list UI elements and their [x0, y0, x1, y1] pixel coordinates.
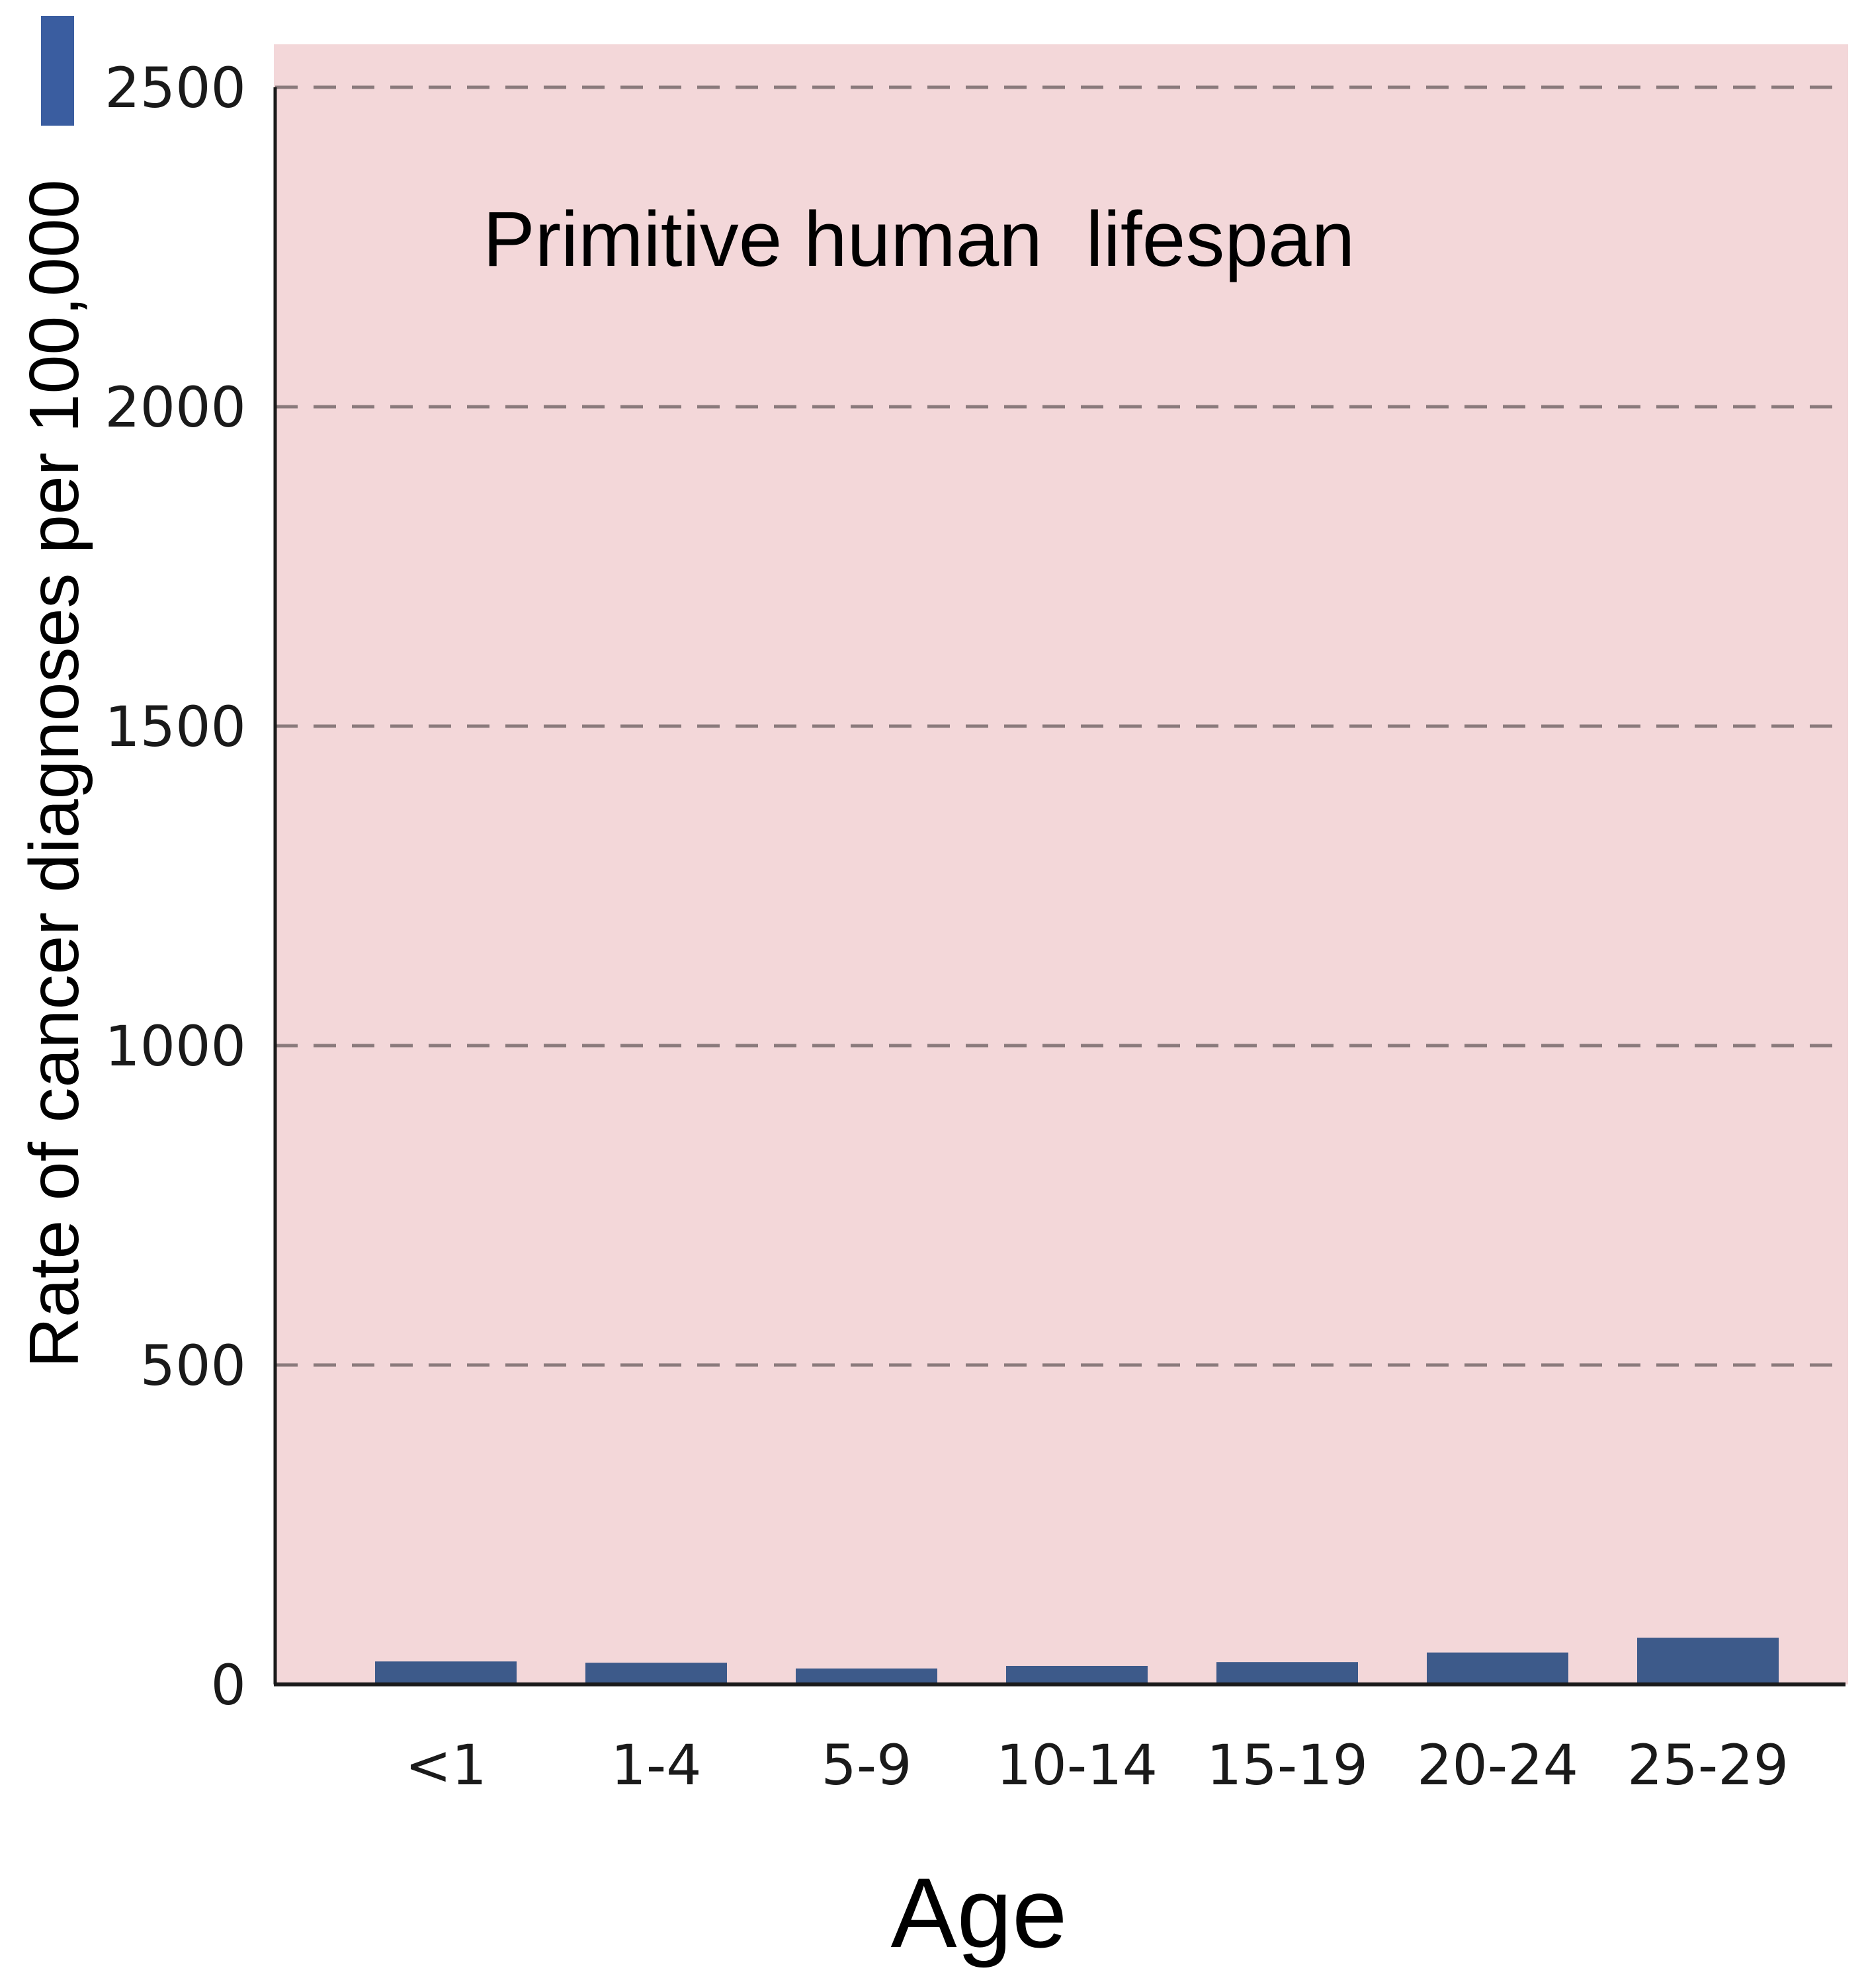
bar [796, 1668, 937, 1684]
y-tick-label: 1500 [105, 694, 246, 759]
chart-annotation: Primitive human lifespan [483, 196, 1355, 283]
legend-swatch [41, 16, 74, 126]
x-tick-label: 5-9 [821, 1733, 912, 1798]
bar [585, 1663, 727, 1684]
y-tick-label: 500 [140, 1333, 246, 1398]
bars [375, 1637, 1779, 1684]
bar [1427, 1652, 1568, 1684]
x-axis-title: Age [891, 1857, 1068, 1968]
gridlines [275, 85, 1845, 1367]
x-tick-label: 20-24 [1417, 1733, 1578, 1798]
x-tick-label: 1-4 [611, 1733, 701, 1798]
y-tick-labels: 0 500 1000 1500 2000 2500 [105, 56, 246, 1718]
plot-background [274, 44, 1848, 1684]
y-tick-label: 1000 [105, 1014, 246, 1079]
x-tick-label: 25-29 [1627, 1733, 1789, 1798]
x-tick-labels: <1 1-4 5-9 10-14 15-19 20-24 25-29 [405, 1733, 1789, 1798]
x-tick-label: 10-14 [996, 1733, 1158, 1798]
bar [1637, 1637, 1779, 1684]
x-tick-label: <1 [405, 1733, 487, 1798]
y-tick-label: 2000 [105, 375, 246, 440]
bar [1006, 1665, 1148, 1684]
y-tick-label: 0 [211, 1653, 246, 1718]
x-tick-label: 15-19 [1207, 1733, 1368, 1798]
bar [375, 1661, 517, 1684]
y-axis-title: Rate of cancer diagnoses per 100,000 [15, 179, 93, 1368]
y-tick-label: 2500 [105, 56, 246, 120]
bar [1216, 1662, 1358, 1684]
